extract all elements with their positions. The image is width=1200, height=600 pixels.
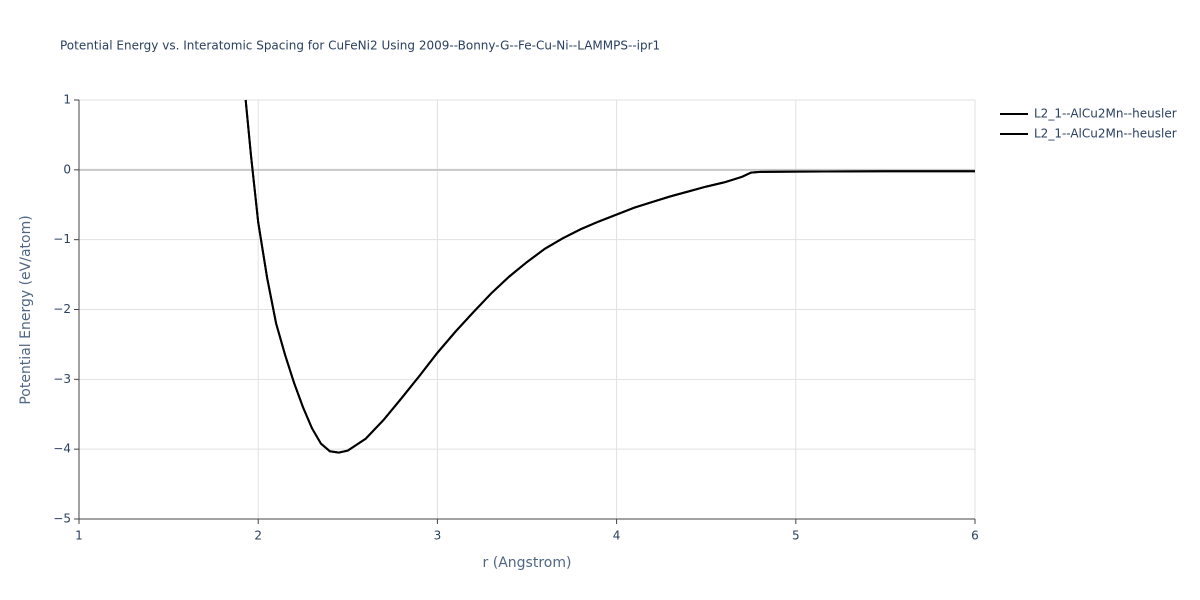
x-tick-label: 4 — [613, 529, 621, 543]
x-tick-label: 1 — [75, 529, 83, 543]
chart-title: Potential Energy vs. Interatomic Spacing… — [60, 39, 660, 53]
line-series — [244, 99, 975, 454]
x-tick-label: 6 — [971, 529, 979, 543]
y-axis-title: Potential Energy (eV/atom) — [18, 215, 34, 404]
y-tick-label: −4 — [53, 442, 71, 456]
x-tick-label: 2 — [254, 529, 262, 543]
y-tick-label: −1 — [53, 232, 71, 246]
y-tick-label: −3 — [53, 372, 71, 386]
y-tick-label: −5 — [53, 512, 71, 526]
legend-label: L2_1--AlCu2Mn--heusler — [1034, 107, 1177, 121]
y-tick-label: 1 — [63, 93, 71, 107]
y-tick-label: −2 — [53, 302, 71, 316]
line-series — [244, 99, 975, 454]
x-tick-label: 5 — [792, 529, 800, 543]
x-tick-label: 3 — [434, 529, 442, 543]
legend-label: L2_1--AlCu2Mn--heusler — [1034, 127, 1177, 141]
x-axis-title: r (Angstrom) — [483, 555, 572, 571]
y-tick-label: 0 — [63, 162, 71, 176]
